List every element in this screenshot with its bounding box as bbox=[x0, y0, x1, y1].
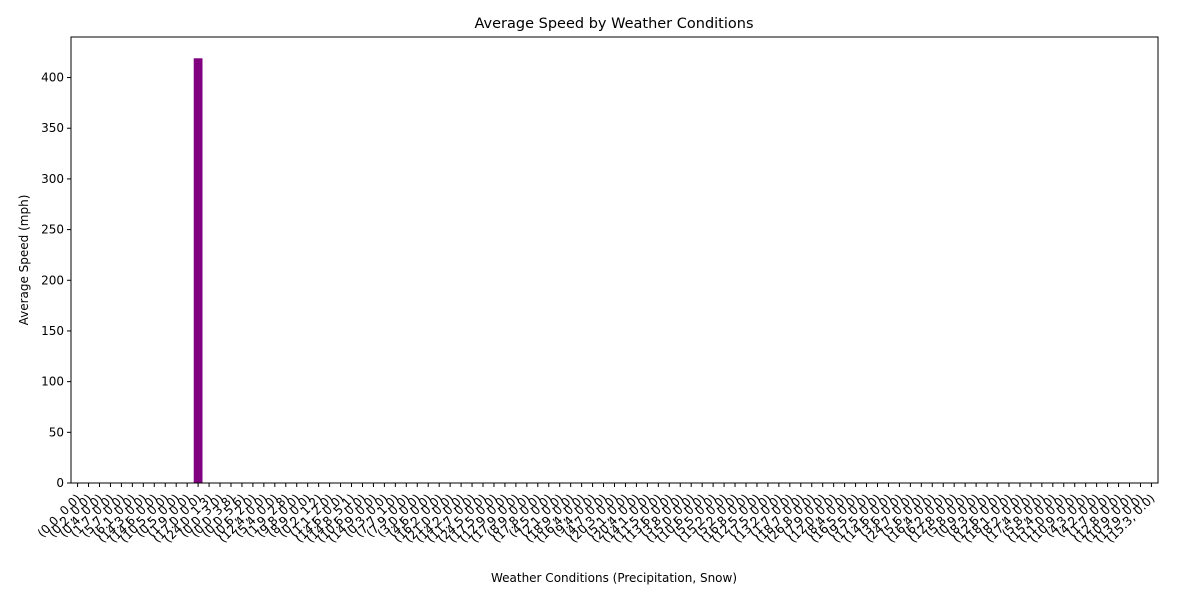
y-tick-label: 250 bbox=[41, 223, 64, 237]
bar-group bbox=[193, 58, 203, 483]
bar bbox=[193, 58, 203, 483]
y-tick-label: 300 bbox=[41, 172, 64, 186]
y-tick-label: 400 bbox=[41, 71, 64, 85]
y-axis-label: Average Speed (mph) bbox=[17, 195, 31, 326]
y-tick-label: 200 bbox=[41, 273, 64, 287]
chart-title: Average Speed by Weather Conditions bbox=[474, 16, 753, 32]
plot-frame bbox=[70, 36, 1159, 484]
y-tick-label: 50 bbox=[49, 425, 64, 439]
y-tick-label: 150 bbox=[41, 324, 64, 338]
x-axis-ticks: (0.0, 0.0)(0.2, 0.0)(0.4, 0.0)(1.7, 0.0)… bbox=[35, 483, 1158, 546]
x-axis-label: Weather Conditions (Precipitation, Snow) bbox=[491, 571, 737, 585]
y-tick-label: 350 bbox=[41, 121, 64, 135]
y-tick-label: 100 bbox=[41, 375, 64, 389]
y-axis-ticks: 0 50 100 150 200 250 300 350 400 bbox=[41, 71, 71, 490]
y-tick-label: 0 bbox=[56, 476, 64, 490]
